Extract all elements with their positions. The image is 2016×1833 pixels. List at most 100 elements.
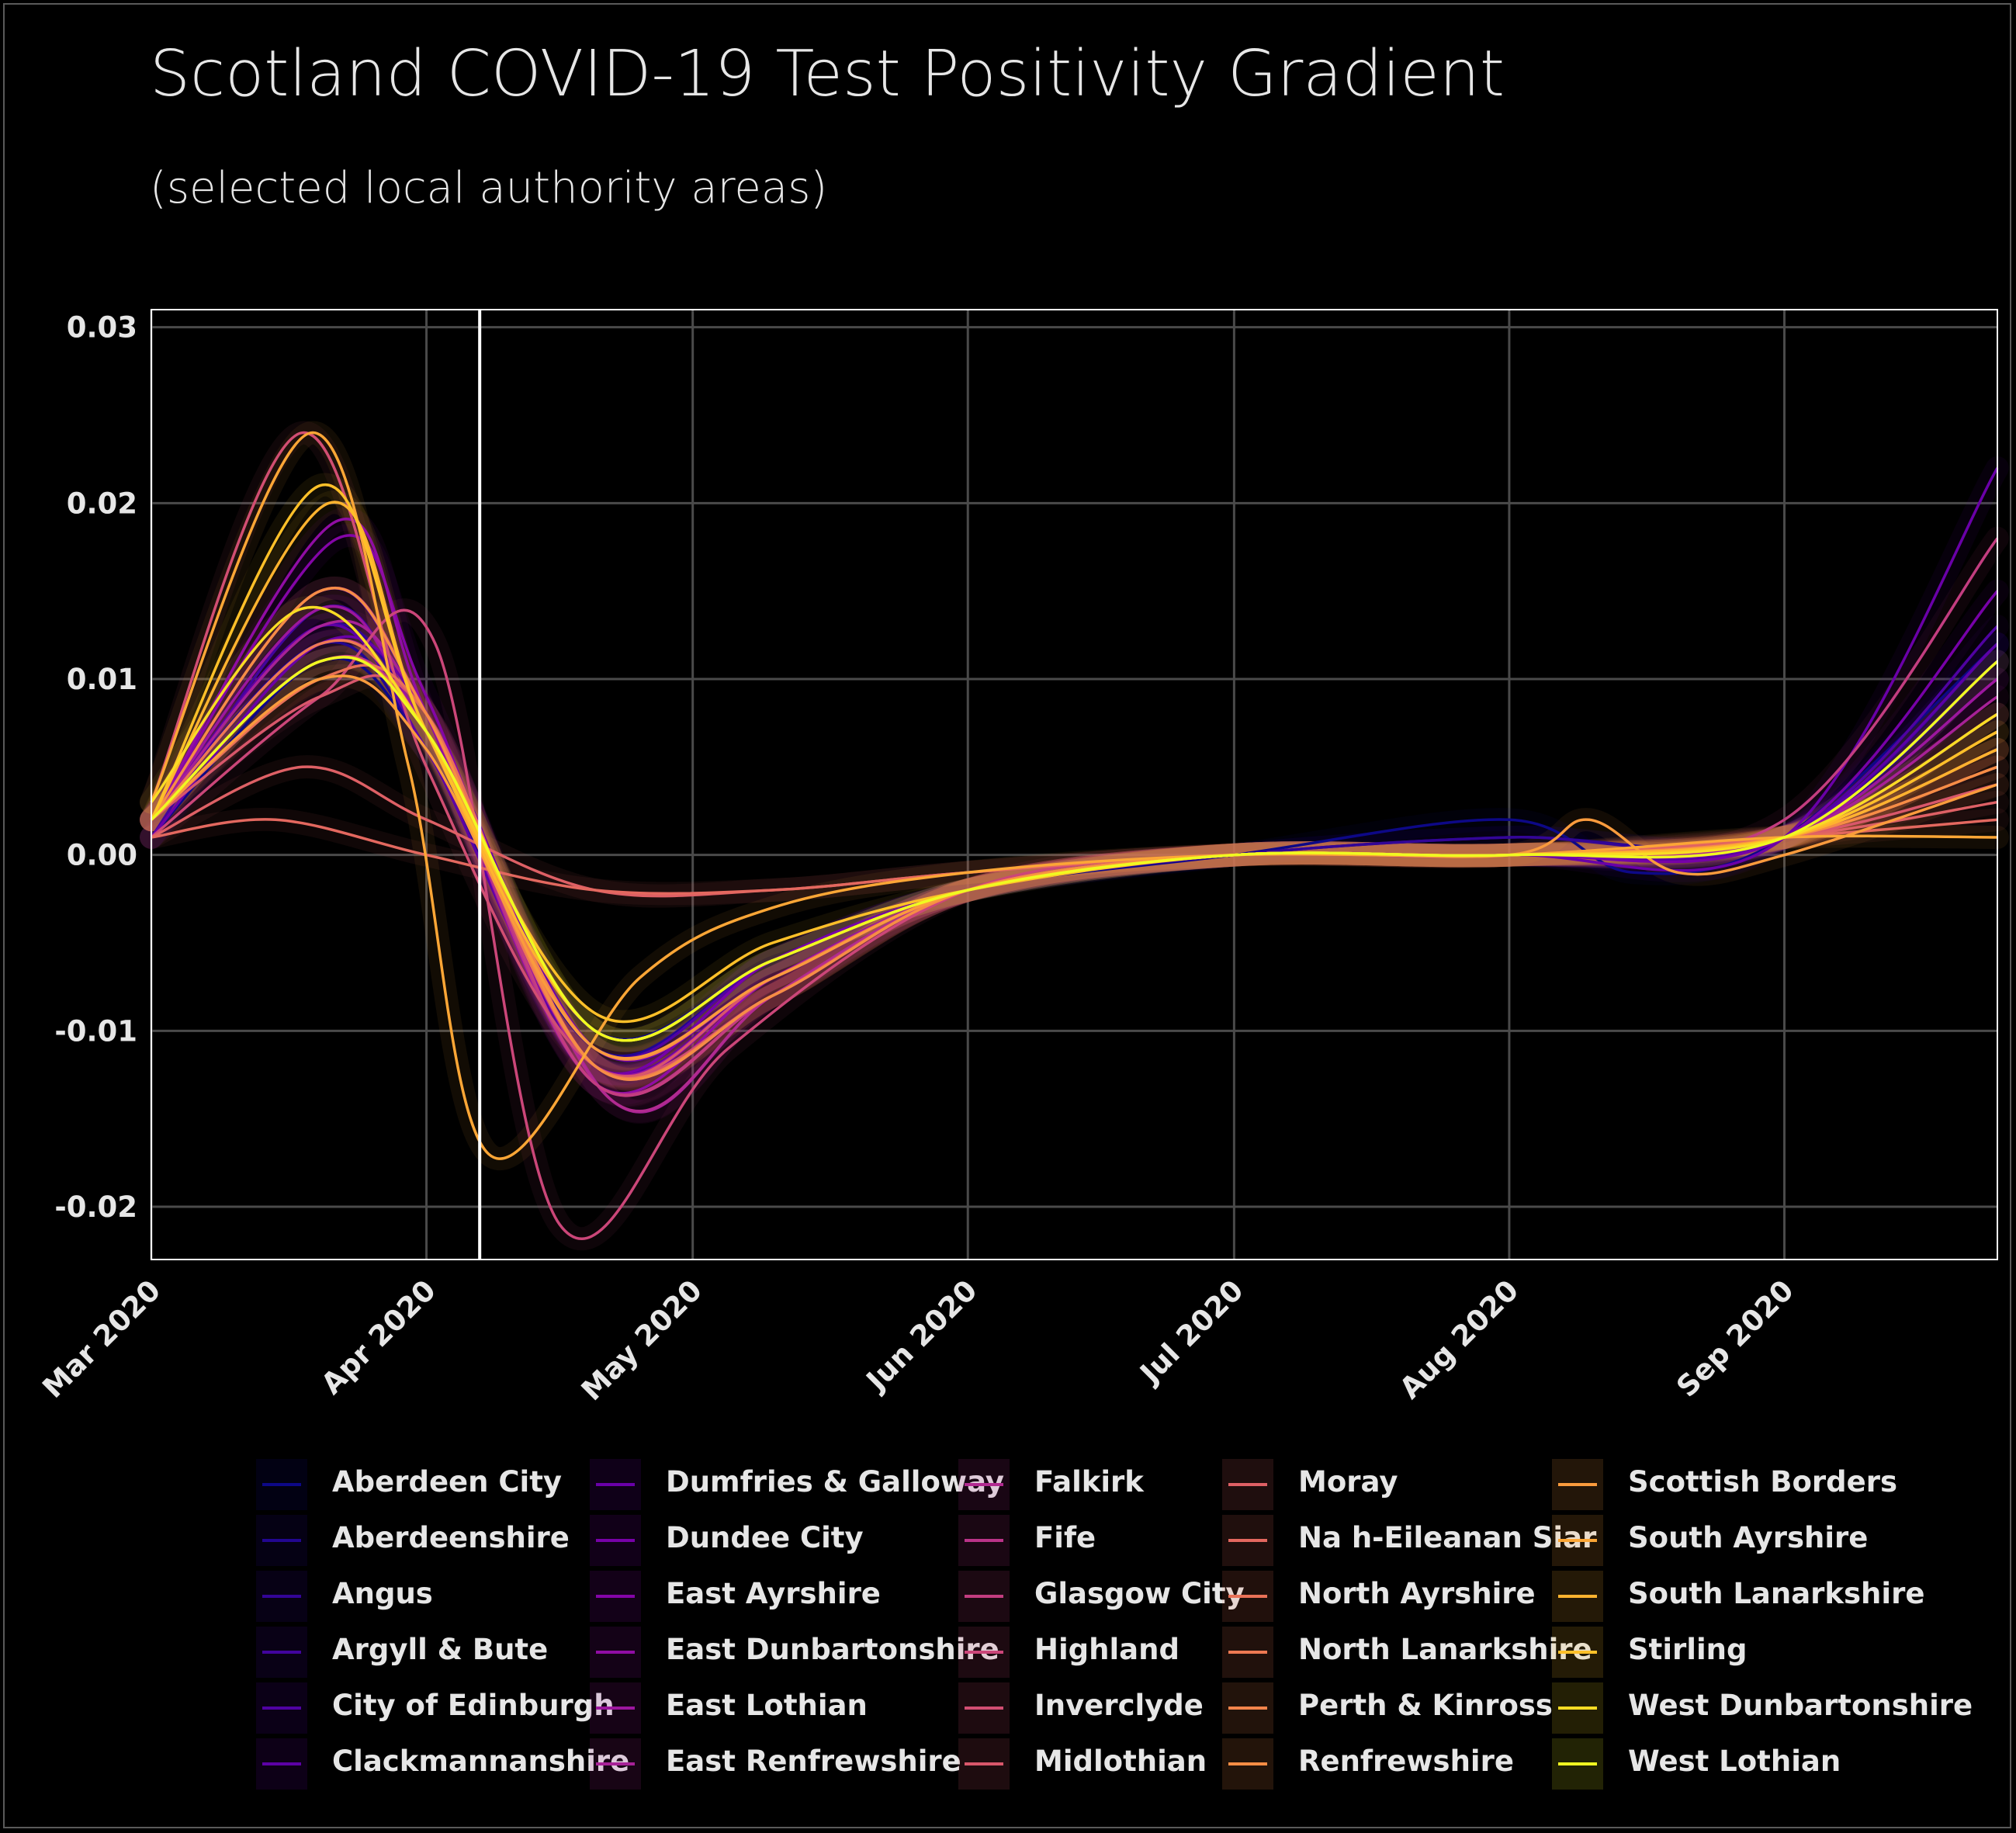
- legend-key: [590, 1682, 641, 1734]
- legend-swatch-line: [262, 1762, 301, 1765]
- legend-swatch-line: [965, 1483, 1003, 1486]
- legend-label: Clackmannanshire: [332, 1745, 630, 1778]
- series-lines: [140, 421, 2009, 1251]
- legend-key: [590, 1571, 641, 1622]
- legend-key: [958, 1571, 1010, 1622]
- x-tick-label: Aug 2020: [1393, 1273, 1525, 1405]
- y-tick-label: 0.00: [67, 839, 137, 872]
- x-tick-label: Mar 2020: [36, 1273, 167, 1405]
- legend-label: North Ayrshire: [1298, 1577, 1536, 1610]
- legend-key: [1552, 1571, 1603, 1622]
- x-tick-label: Jun 2020: [858, 1273, 983, 1398]
- legend-label: Aberdeen City: [332, 1465, 562, 1499]
- legend-swatch-line: [596, 1539, 635, 1542]
- legend-swatch-line: [965, 1707, 1003, 1710]
- legend-key: [1222, 1738, 1273, 1790]
- plot-panel-border: [151, 309, 1998, 1260]
- legend-label: Moray: [1298, 1465, 1398, 1499]
- x-tick-label: Jul 2020: [1132, 1273, 1250, 1391]
- x-tick-label: Apr 2020: [315, 1273, 442, 1401]
- chart-subtitle: (selected local authority areas): [150, 163, 828, 213]
- legend-label: Angus: [332, 1577, 433, 1610]
- legend-label: South Lanarkshire: [1628, 1577, 1925, 1610]
- legend-key: [1222, 1571, 1273, 1622]
- legend-swatch-line: [1558, 1651, 1597, 1654]
- legend-label: Aberdeenshire: [332, 1521, 570, 1554]
- legend-swatch-line: [965, 1539, 1003, 1542]
- legend-label: East Lothian: [666, 1689, 868, 1722]
- legend-key: [256, 1571, 307, 1622]
- legend-key: [256, 1738, 307, 1790]
- legend-label: Dumfries & Galloway: [666, 1465, 1005, 1499]
- legend-key: [1222, 1627, 1273, 1678]
- legend-swatch-line: [1558, 1539, 1597, 1542]
- y-tick-label: 0.01: [67, 663, 137, 696]
- legend-swatch-line: [1228, 1707, 1267, 1710]
- y-tick-label: 0.03: [67, 311, 137, 345]
- legend-key: [590, 1738, 641, 1790]
- x-tick-label: May 2020: [575, 1273, 708, 1407]
- legend-swatch-line: [262, 1483, 301, 1486]
- legend-label: Falkirk: [1034, 1465, 1144, 1499]
- legend-swatch-line: [1558, 1707, 1597, 1710]
- legend-label: City of Edinburgh: [332, 1689, 615, 1722]
- legend-label: West Dunbartonshire: [1628, 1689, 1973, 1722]
- legend-label: East Ayrshire: [666, 1577, 881, 1610]
- y-tick-label: 0.02: [67, 487, 137, 520]
- x-tick-label: Sep 2020: [1670, 1273, 1800, 1404]
- legend-label: Stirling: [1628, 1633, 1748, 1666]
- legend-key: [256, 1682, 307, 1734]
- legend-label: Highland: [1034, 1633, 1179, 1666]
- legend: Aberdeen City Aberdeenshire Angus Argyll & …: [256, 1459, 1994, 1800]
- legend-label: Argyll & Bute: [332, 1633, 549, 1666]
- legend-label: Fife: [1034, 1521, 1096, 1554]
- legend-label: Glasgow City: [1034, 1577, 1245, 1610]
- legend-swatch-line: [596, 1651, 635, 1654]
- legend-label: Renfrewshire: [1298, 1745, 1514, 1778]
- legend-swatch-line: [1558, 1762, 1597, 1765]
- legend-key: [1552, 1459, 1603, 1510]
- legend-key: [1552, 1627, 1603, 1678]
- legend-swatch-line: [596, 1483, 635, 1486]
- legend-swatch-line: [596, 1707, 635, 1710]
- legend-swatch-line: [1228, 1483, 1267, 1486]
- legend-key: [590, 1627, 641, 1678]
- legend-label: Midlothian: [1034, 1745, 1207, 1778]
- chart-title: Scotland COVID-19 Test Positivity Gradie…: [150, 37, 1505, 111]
- legend-key: [256, 1515, 307, 1566]
- legend-key: [958, 1459, 1010, 1510]
- legend-swatch-line: [1558, 1483, 1597, 1486]
- legend-label: Perth & Kinross: [1298, 1689, 1553, 1722]
- legend-swatch-line: [1228, 1651, 1267, 1654]
- legend-label: East Dunbartonshire: [666, 1633, 999, 1666]
- legend-key: [256, 1627, 307, 1678]
- legend-key: [958, 1738, 1010, 1790]
- legend-swatch-line: [262, 1707, 301, 1710]
- figure-frame: [3, 3, 2011, 1828]
- legend-key: [256, 1459, 307, 1510]
- legend-swatch-line: [965, 1762, 1003, 1765]
- legend-swatch-line: [1228, 1539, 1267, 1542]
- legend-key: [1552, 1515, 1603, 1566]
- legend-label: Dundee City: [666, 1521, 864, 1554]
- legend-swatch-line: [262, 1595, 301, 1598]
- legend-swatch-line: [965, 1651, 1003, 1654]
- legend-key: [590, 1515, 641, 1566]
- legend-key: [1222, 1459, 1273, 1510]
- legend-key: [958, 1627, 1010, 1678]
- y-tick-label: -0.02: [54, 1190, 137, 1224]
- legend-key: [1222, 1682, 1273, 1734]
- legend-key: [1222, 1515, 1273, 1566]
- legend-label: North Lanarkshire: [1298, 1633, 1592, 1666]
- y-tick-label: -0.01: [54, 1014, 137, 1048]
- legend-key: [1552, 1738, 1603, 1790]
- legend-label: East Renfrewshire: [666, 1745, 961, 1778]
- legend-label: Inverclyde: [1034, 1689, 1204, 1722]
- legend-key: [1552, 1682, 1603, 1734]
- legend-swatch-line: [262, 1651, 301, 1654]
- legend-swatch-line: [1228, 1762, 1267, 1765]
- legend-swatch-line: [1558, 1595, 1597, 1598]
- legend-label: South Ayrshire: [1628, 1521, 1869, 1554]
- series-line: [150, 656, 1999, 1042]
